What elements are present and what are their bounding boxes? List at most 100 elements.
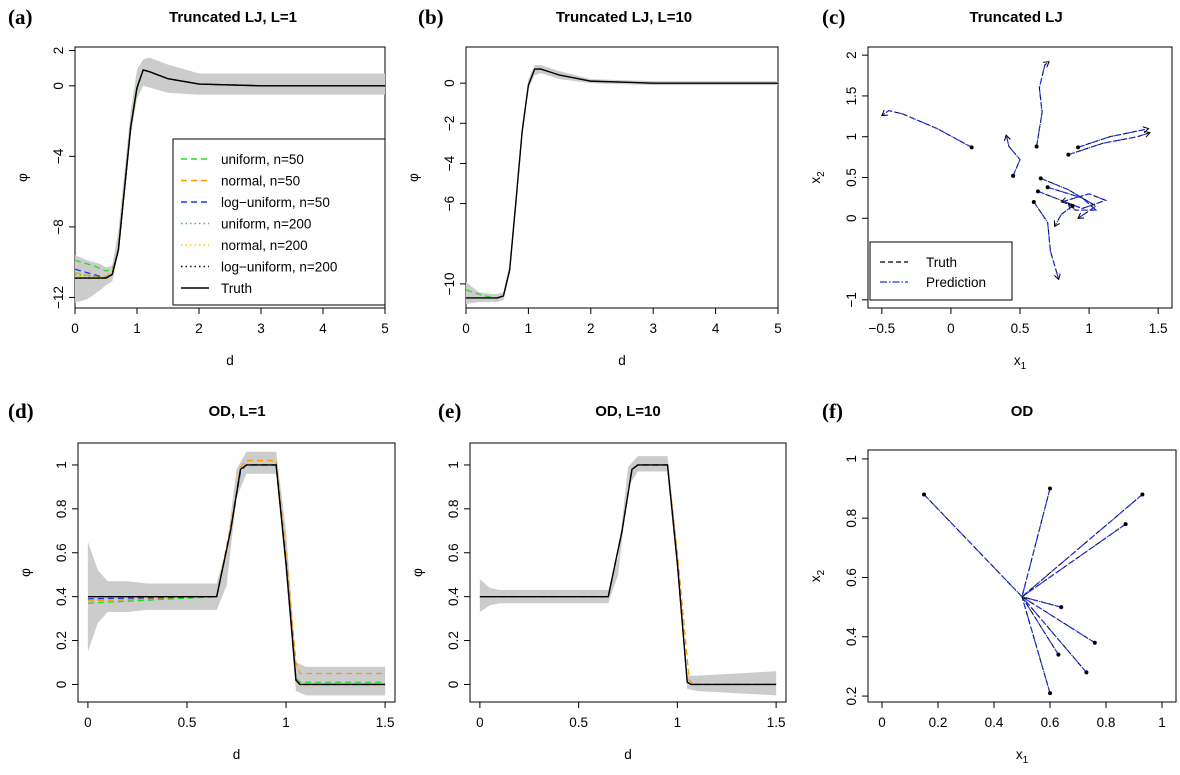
prediction-trajectory: [1005, 134, 1021, 177]
chart-title: OD, L=10: [595, 403, 660, 420]
axis-label-subscript: 1: [1023, 755, 1029, 766]
x-tick-label: 1.5: [1149, 321, 1168, 336]
legend-box: [172, 138, 386, 306]
chart-title: OD, L=1: [208, 403, 265, 420]
y-tick-label: −6: [442, 196, 457, 211]
x-axis-label: d: [624, 747, 632, 762]
series-line: [466, 68, 778, 299]
start-point: [1035, 189, 1040, 194]
x-tick-label: 2: [587, 321, 595, 336]
plot-frame: [465, 46, 779, 309]
y-tick-label: 1: [54, 461, 69, 469]
legend-entry: log−uniform, n=50: [221, 195, 330, 210]
y-tick-label: 2: [51, 47, 66, 55]
panel-b: (b) Truncated LJ, L=10 0 1 2 3 4 5 −10 −6 −4 −2 0 d…: [406, 5, 782, 368]
panel-c: (c) Truncated LJ −0.5 0 0.5 1 1.5 −1 0 0.5 1 1.5 2…: [808, 5, 1173, 372]
truth-trajectory: [1068, 132, 1151, 156]
axis-label-subscript: 2: [816, 171, 827, 177]
start-point: [1048, 486, 1052, 491]
plot-area: [922, 486, 1145, 696]
x-tick-label: 5: [381, 321, 389, 336]
plot-area: [466, 65, 778, 304]
x-tick-label: 4: [712, 321, 720, 336]
chart-title: Truncated LJ, L=10: [556, 9, 692, 26]
y-tick-label: −4: [442, 155, 457, 171]
start-point: [1123, 522, 1128, 527]
legend-entry: normal, n=50: [221, 174, 300, 189]
start-point: [1011, 173, 1016, 178]
plot-frame: [469, 442, 787, 703]
y-tick-label: −10: [442, 272, 457, 295]
prediction-trajectory: [1021, 494, 1143, 598]
x-tick-label: 0.5: [1011, 321, 1030, 336]
truth-trajectory: [1047, 186, 1098, 211]
prediction-trajectory: [1021, 596, 1051, 694]
series-line: [75, 69, 385, 279]
prediction-trajectory: [1036, 61, 1050, 147]
plot-area: [479, 456, 777, 696]
x-axis-label: d: [233, 747, 241, 762]
panel-label: (b): [418, 5, 444, 29]
end-arrow: [1143, 130, 1151, 138]
y-axis-label: φ: [410, 568, 425, 577]
start-point: [1140, 492, 1145, 497]
y-tick-label: −8: [51, 219, 66, 234]
truth-trajectory: [1021, 596, 1062, 608]
axis-label-base: x: [808, 575, 823, 582]
x-tick-label: 0: [878, 715, 886, 730]
chart-title: OD: [1011, 403, 1034, 420]
x-tick-label: 1: [525, 321, 533, 336]
y-tick-label: 0.4: [844, 627, 859, 646]
y-tick-label: 0.8: [446, 499, 461, 518]
legend-entry: Prediction: [926, 275, 986, 290]
prediction-trajectory: [1033, 201, 1060, 280]
start-point: [969, 145, 974, 150]
panel-e: (e) OD, L=10 0 0.5 1 1.5 0 0.2 0.4 0.6 0.8 1 d φ: [410, 399, 787, 762]
y-tick-label: 0.6: [844, 568, 859, 587]
y-tick-label: 0: [844, 215, 859, 223]
x-tick-label: 1: [282, 715, 290, 730]
truth-trajectory: [1033, 201, 1060, 280]
plot-frame: [867, 449, 1177, 703]
y-tick-label: −12: [51, 286, 66, 309]
prediction-trajectory: [1054, 205, 1073, 227]
y-tick-label: 0: [442, 79, 457, 87]
end-arrow: [881, 109, 888, 117]
start-point: [1092, 640, 1097, 645]
end-arrow: [1053, 220, 1061, 228]
y-tick-label: 2: [844, 51, 859, 59]
prediction-trajectory: [1068, 132, 1151, 156]
axis-label-subscript: 2: [816, 569, 827, 575]
prediction-trajectory: [923, 494, 1023, 598]
x-tick-label: 1: [1085, 321, 1093, 336]
uncertainty-band: [87, 451, 386, 696]
end-arrow: [1003, 134, 1011, 141]
y-tick-label: 0.2: [844, 687, 859, 706]
x-tick-label: 0.8: [1097, 715, 1116, 730]
start-point: [1056, 652, 1061, 657]
x-tick-label: 0.6: [1041, 715, 1060, 730]
panel-label: (d): [8, 399, 34, 423]
start-point: [1031, 199, 1036, 204]
x-tick-label: 0.5: [178, 715, 197, 730]
x-tick-label: 3: [649, 321, 657, 336]
start-point: [1045, 185, 1050, 190]
x-tick-label: 0.5: [569, 715, 588, 730]
panel-label: (e): [438, 399, 461, 423]
y-tick-label: 0.4: [446, 587, 461, 606]
start-point: [1034, 144, 1039, 149]
prediction-trajectory: [1077, 128, 1149, 148]
start-point: [1048, 691, 1052, 696]
y-tick-label: 1: [844, 133, 859, 141]
truth-trajectory: [1077, 128, 1149, 148]
x-tick-label: 1: [674, 715, 682, 730]
prediction-trajectory: [1021, 596, 1087, 673]
y-axis-label: φ: [15, 173, 30, 182]
y-tick-label: 0: [54, 681, 69, 689]
x-tick-label: 0: [462, 321, 470, 336]
panel-d: (d) OD, L=1 0 0.5 1 1.5 0 0.2 0.4 0.6 0.8 1 d φ: [8, 399, 396, 762]
end-arrow: [1043, 61, 1050, 68]
x-tick-label: 0.4: [985, 715, 1004, 730]
end-arrow: [1077, 212, 1085, 219]
